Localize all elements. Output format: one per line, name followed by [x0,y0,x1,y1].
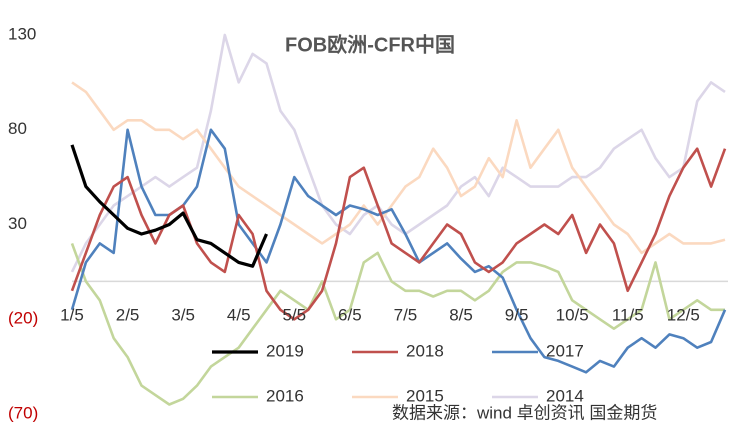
x-tick-label: 4/5 [227,305,251,324]
x-tick-label: 11/5 [612,305,644,324]
legend-label: 2018 [406,341,444,360]
source-note: 数据来源：wind 卓创资讯 国金期货 [392,403,657,422]
y-tick-label: (20) [8,309,38,328]
x-tick-label: 1/5 [60,305,84,324]
x-tick-label: 10/5 [556,305,589,324]
y-tick-label: 130 [8,24,36,43]
y-tick-label: (70) [8,403,38,422]
x-tick-label: 12/5 [667,305,700,324]
x-tick-label: 2/5 [116,305,140,324]
lines-layer [70,33,727,406]
legend-label: 2017 [546,341,584,360]
series-line [71,81,726,255]
y-tick-label: 30 [8,214,27,233]
series-line [70,147,727,321]
x-tick-label: 7/5 [394,305,418,324]
x-tick-label: 9/5 [505,305,529,324]
series-line [70,128,727,374]
x-tick-label: 5/5 [282,305,306,324]
x-tick-label: 6/5 [338,305,362,324]
legend-label: 2019 [266,341,304,360]
legend-label: 2014 [546,386,584,405]
series-line [70,33,726,273]
legend-label: 2015 [406,386,444,405]
series-line [70,144,268,268]
legend-label: 2016 [266,386,304,405]
x-tick-label: 3/5 [171,305,195,324]
series-line [70,242,725,406]
x-tick-label: 8/5 [449,305,473,324]
y-tick-label: 80 [8,119,27,138]
chart-title: FOB欧洲-CFR中国 [285,32,455,56]
